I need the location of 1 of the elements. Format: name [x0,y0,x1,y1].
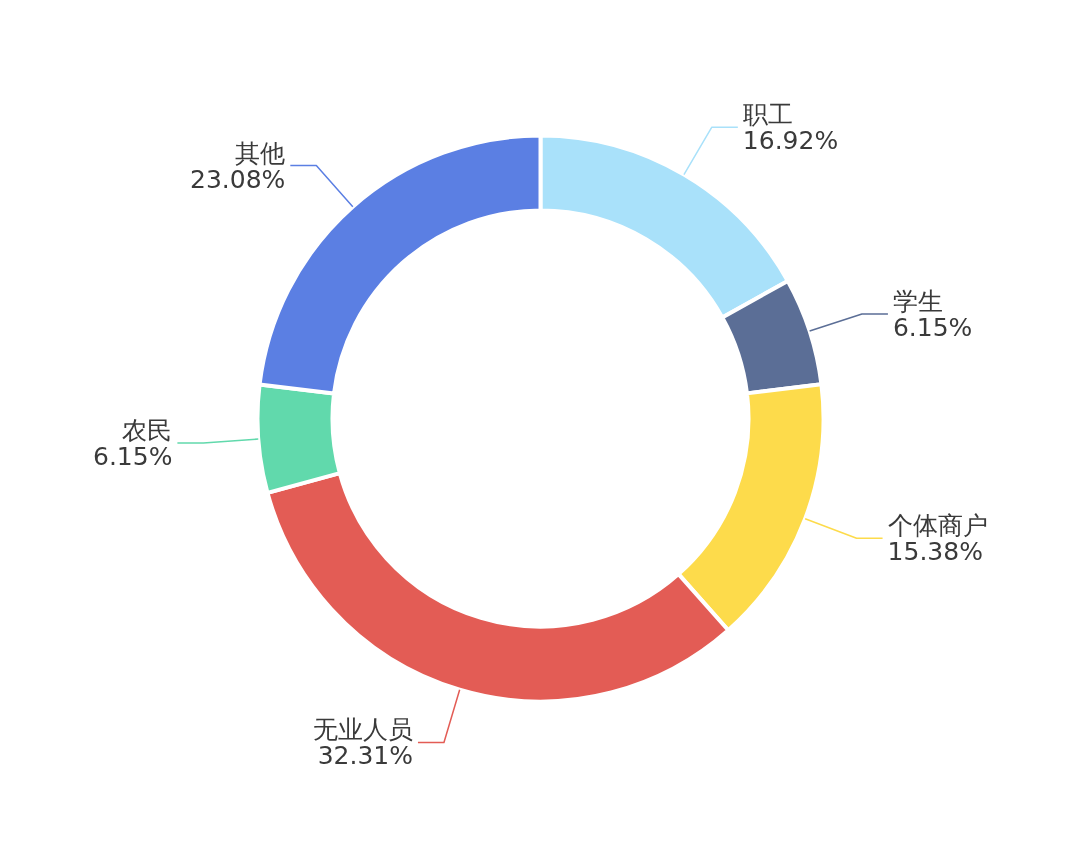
slice-label: 其他 [235,138,286,168]
